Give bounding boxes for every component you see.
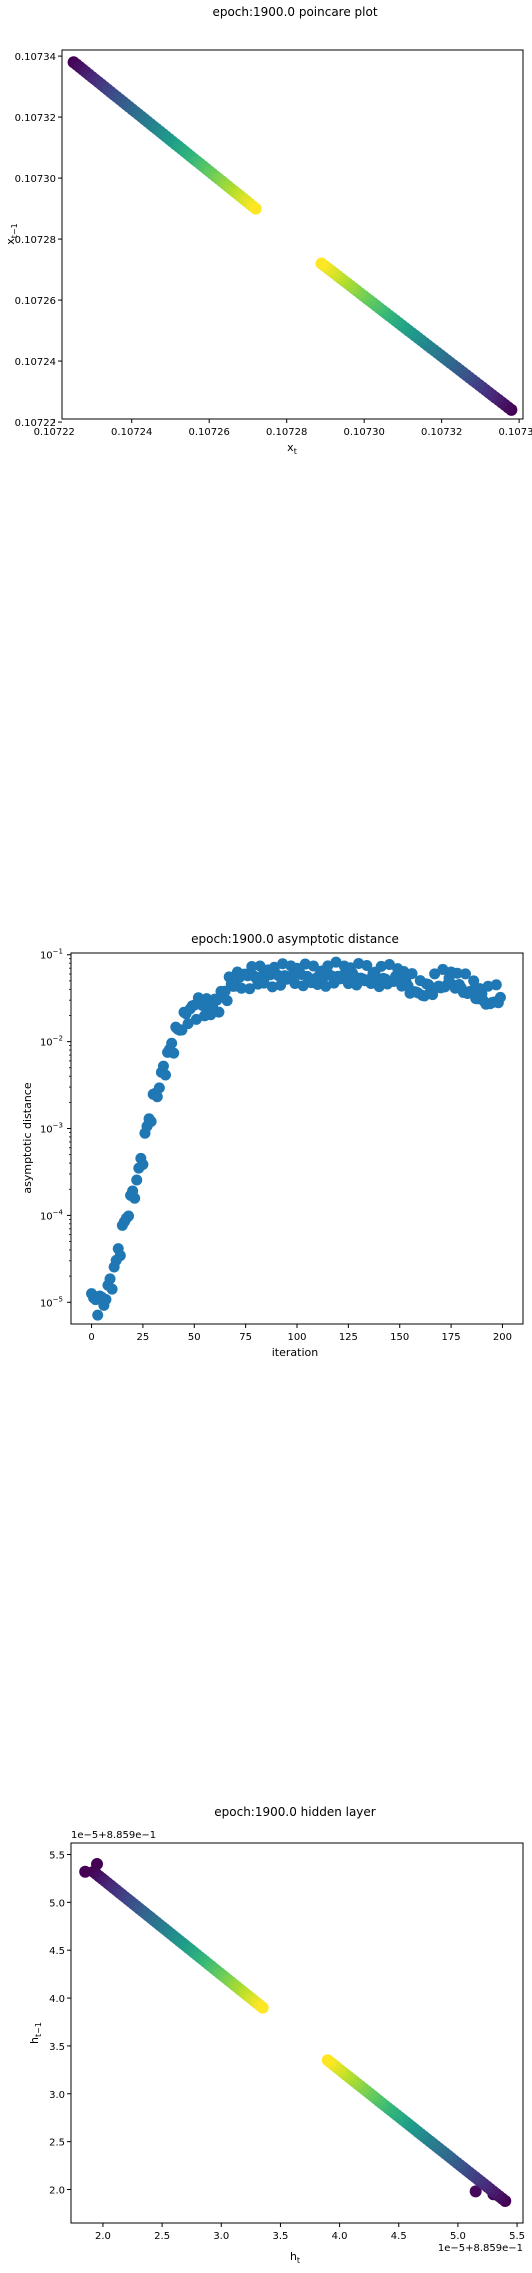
poincare-points	[68, 56, 518, 416]
asymptotic-points	[86, 957, 506, 1321]
asymptotic-ytick-label: 10−2	[40, 1035, 63, 1049]
asymptotic-point	[166, 1038, 177, 1049]
asymptotic-point	[92, 1310, 103, 1321]
poincare-ylabel: xt−1	[4, 223, 19, 244]
asymptotic-point	[168, 1048, 179, 1059]
asymptotic-ytick-label: 10−3	[40, 1122, 63, 1136]
hidden-layer-ytick-label: 4.0	[49, 1994, 65, 2005]
asymptotic-xtick-label: 150	[390, 1332, 409, 1343]
poincare-ytick-label: 0.10728	[15, 235, 56, 246]
poincare-ytick-label: 0.10722	[15, 418, 56, 429]
hidden-layer-ytick-label: 4.5	[49, 1946, 65, 1957]
asymptotic-ytick-label: 10−4	[40, 1208, 64, 1222]
asymptotic-point	[123, 1210, 134, 1221]
hidden-layer-title: epoch:1900.0 hidden layer	[214, 1805, 376, 1819]
asymptotic-axes-frame	[71, 953, 523, 1324]
poincare-point	[250, 203, 262, 215]
hidden-layer-chart: epoch:1900.0 hidden layer 1e−5+8.859e−1 …	[0, 1795, 532, 2269]
hidden-layer-xtick-label: 4.0	[332, 2231, 348, 2242]
hidden-layer-xlabel: ht	[290, 2250, 300, 2265]
hidden-layer-x-offset: 1e−5+8.859e−1	[438, 2243, 523, 2254]
asymptotic-xtick-label: 200	[493, 1332, 512, 1343]
hidden-layer-point	[322, 2054, 334, 2066]
asymptotic-point	[154, 1082, 165, 1093]
asymptotic-ytick-label: 10−1	[40, 948, 63, 962]
hidden-layer-xtick-label: 2.0	[95, 2231, 111, 2242]
poincare-ytick-label: 0.10732	[15, 113, 56, 124]
poincare-ytick-label: 0.10734	[15, 52, 56, 63]
asymptotic-point	[160, 1070, 171, 1081]
asymptotic-xtick-label: 0	[88, 1332, 94, 1343]
asymptotic-point	[105, 1273, 116, 1284]
asymptotic-ylabel: asymptotic distance	[21, 1082, 34, 1193]
asymptotic-point	[115, 1250, 126, 1261]
poincare-ytick-label: 0.10730	[15, 174, 56, 185]
hidden-layer-ytick-label: 5.0	[49, 1898, 65, 1909]
poincare-xtick-label: 0.10724	[111, 427, 152, 438]
asymptotic-plot-svg: epoch:1900.0 asymptotic distance 0 25 50 75…	[0, 925, 532, 1375]
asymptotic-title: epoch:1900.0 asymptotic distance	[191, 932, 399, 946]
poincare-chart: epoch:1900.0 poincare plot 0.10722 0.1072…	[0, 0, 532, 470]
poincare-ticks: 0.10722 0.10724 0.10726 0.10728 0.10730 0.107…	[15, 52, 532, 438]
asymptotic-point	[137, 1159, 148, 1170]
hidden-layer-plot-svg: epoch:1900.0 hidden layer 1e−5+8.859e−1 …	[0, 1795, 532, 2269]
asymptotic-xtick-label: 75	[239, 1332, 252, 1343]
hidden-layer-ytick-label: 2.0	[49, 2185, 65, 2196]
asymptotic-point	[146, 1116, 157, 1127]
hidden-layer-ticks: 2.0 2.5 3.0 3.5 4.0 4.5 5.0 5.5 2.0 2.5 3.0 3.5 4.0 4…	[49, 1850, 525, 2242]
hidden-layer-xtick-label: 4.5	[391, 2231, 407, 2242]
poincare-xtick-label: 0.10732	[421, 427, 462, 438]
poincare-title: epoch:1900.0 poincare plot	[212, 5, 377, 19]
asymptotic-point	[107, 1284, 118, 1295]
asymptotic-point	[495, 992, 506, 1003]
hidden-layer-point	[257, 2002, 269, 2014]
asymptotic-chart: epoch:1900.0 asymptotic distance 0 25 50 75…	[0, 925, 532, 1375]
asymptotic-xtick-label: 50	[188, 1332, 201, 1343]
asymptotic-xtick-label: 175	[442, 1332, 461, 1343]
poincare-plot-svg: epoch:1900.0 poincare plot 0.10722 0.1072…	[0, 0, 532, 470]
hidden-layer-point	[79, 1866, 91, 1878]
hidden-layer-points	[79, 1858, 511, 2207]
asymptotic-ytick-label: 10−5	[40, 1295, 63, 1309]
asymptotic-point	[131, 1174, 142, 1185]
hidden-layer-ytick-label: 5.5	[49, 1850, 65, 1861]
hidden-layer-ytick-label: 3.0	[49, 2090, 65, 2101]
asymptotic-xtick-label: 125	[339, 1332, 358, 1343]
asymptotic-xtick-label: 25	[137, 1332, 150, 1343]
hidden-layer-xtick-label: 5.5	[509, 2231, 525, 2242]
hidden-layer-ylabel: ht−1	[28, 2022, 43, 2044]
asymptotic-xlabel: iteration	[272, 1346, 318, 1359]
hidden-layer-y-offset: 1e−5+8.859e−1	[71, 1830, 156, 1841]
poincare-ytick-label: 0.10726	[15, 296, 56, 307]
hidden-layer-ytick-label: 2.5	[49, 2138, 65, 2149]
hidden-layer-xtick-label: 3.5	[272, 2231, 288, 2242]
asymptotic-point	[491, 979, 502, 990]
poincare-xtick-label: 0.10728	[266, 427, 307, 438]
hidden-layer-xtick-label: 3.0	[213, 2231, 229, 2242]
hidden-layer-xtick-label: 5.0	[450, 2231, 466, 2242]
poincare-xlabel: xt	[287, 441, 297, 456]
poincare-xtick-label: 0.10734	[498, 427, 532, 438]
asymptotic-point	[100, 1294, 111, 1305]
asymptotic-point	[213, 1007, 224, 1018]
asymptotic-point	[129, 1193, 140, 1204]
poincare-point	[316, 257, 328, 269]
poincare-xtick-label: 0.10726	[189, 427, 230, 438]
asymptotic-xtick-label: 100	[287, 1332, 306, 1343]
hidden-layer-ytick-label: 3.5	[49, 2042, 65, 2053]
poincare-ytick-label: 0.10724	[15, 357, 56, 368]
asymptotic-point	[222, 995, 233, 1006]
hidden-layer-xtick-label: 2.5	[154, 2231, 170, 2242]
poincare-xtick-label: 0.10730	[343, 427, 384, 438]
